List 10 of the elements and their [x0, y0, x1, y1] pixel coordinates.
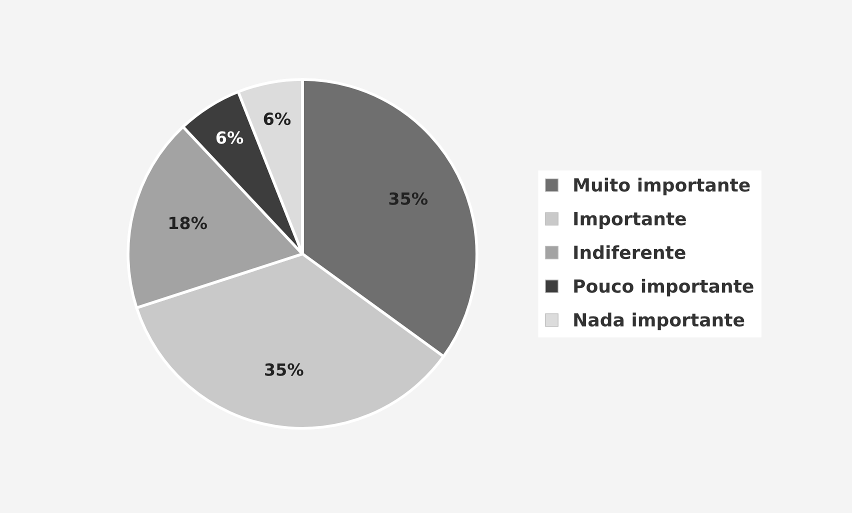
data-label: 6% [216, 131, 244, 144]
data-label: 35% [389, 192, 428, 205]
data-label: 6% [264, 112, 291, 126]
legend-label: Indiferente [574, 245, 686, 260]
data-label: 18% [170, 216, 207, 230]
data-label: 35% [265, 363, 304, 376]
legend-label: Pouco importante [574, 278, 754, 296]
legend-label: Muito importante [574, 178, 750, 196]
legend-label: Importante [574, 212, 686, 229]
legend-label: Nada importante [574, 312, 744, 330]
